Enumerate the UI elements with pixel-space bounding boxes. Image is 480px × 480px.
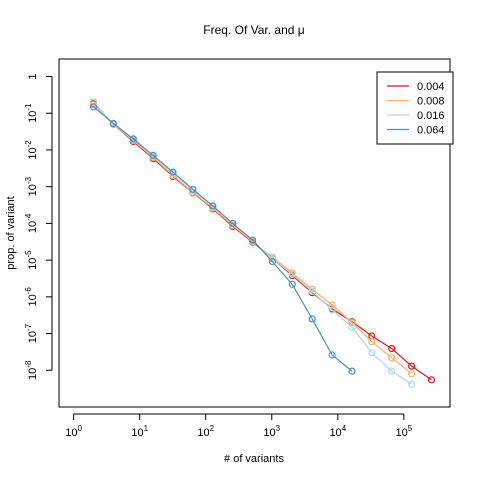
y-tick-label-base: 1: [27, 73, 39, 79]
y-tick-label-base: 10: [27, 331, 39, 343]
y-tick-label: 10-2: [24, 140, 39, 160]
y-tick-label-base: 10: [27, 294, 39, 306]
data-point: [288, 280, 296, 288]
y-axis-title: prop. of variant: [5, 196, 17, 269]
data-point: [129, 135, 137, 143]
x-tick-label-base: 10: [131, 427, 143, 439]
y-tick-label-exponent: -8: [24, 360, 33, 368]
y-tick-label: 10-4: [24, 213, 39, 233]
data-point: [229, 219, 237, 227]
data-point: [368, 338, 376, 346]
data-point: [328, 306, 336, 314]
data-point: [209, 202, 217, 210]
series-line: [93, 101, 412, 375]
data-point: [328, 301, 336, 309]
legend-box: [376, 71, 454, 145]
y-tick-label: 10-1: [24, 103, 39, 123]
data-point: [249, 236, 257, 244]
x-axis-title: # of variants: [224, 453, 284, 465]
y-tick-label-base: 10: [27, 258, 39, 270]
x-tick-label-base: 10: [329, 427, 341, 439]
y-tick-label-exponent: -1: [24, 103, 33, 111]
y-tick-label: 10-5: [24, 250, 39, 270]
x-tick-label: 104: [329, 424, 346, 439]
y-axis: 110-110-210-310-410-510-610-710-8: [24, 73, 53, 380]
x-tick-label-base: 10: [395, 427, 407, 439]
x-tick-label: 105: [395, 424, 412, 439]
series-0-064: [89, 103, 356, 375]
y-tick-label-exponent: -4: [24, 213, 33, 221]
data-point: [308, 315, 316, 323]
legend-label: 0.008: [417, 96, 445, 108]
data-point: [149, 151, 157, 159]
x-tick-label: 101: [131, 424, 148, 439]
series-line: [93, 106, 353, 372]
y-tick-label: 10-7: [24, 323, 39, 343]
data-point: [328, 351, 336, 359]
data-point: [89, 101, 98, 109]
data-point: [109, 119, 118, 128]
data-point: [388, 354, 396, 362]
data-point: [308, 287, 316, 296]
y-tick-label-exponent: -5: [24, 250, 33, 258]
y-tick-label-exponent: -3: [24, 176, 33, 184]
x-tick-label-exponent: 0: [78, 424, 83, 433]
legend-label: 0.064: [417, 125, 445, 137]
x-tick-label-exponent: 4: [342, 424, 347, 433]
y-tick-label-base: 10: [27, 221, 39, 233]
y-tick-label: 10-3: [24, 176, 39, 196]
y-tick-label-exponent: -2: [24, 140, 33, 148]
y-tick-label-exponent: -6: [24, 287, 33, 295]
x-tick-label-base: 10: [263, 427, 275, 439]
data-point: [388, 345, 396, 353]
y-tick-label: 10-8: [24, 360, 39, 380]
legend-label: 0.016: [417, 110, 445, 122]
data-point: [408, 362, 416, 370]
data-point: [368, 349, 376, 357]
data-point: [189, 185, 197, 193]
x-tick-label: 103: [263, 424, 280, 439]
data-point: [427, 376, 436, 384]
y-tick-label-base: 10: [27, 368, 39, 380]
x-tick-label-exponent: 5: [408, 424, 413, 433]
x-tick-label-exponent: 2: [210, 424, 215, 433]
data-point: [348, 323, 356, 331]
plot-frame: [58, 58, 451, 408]
data-point: [348, 367, 356, 375]
series-layer: [89, 98, 436, 388]
y-tick-label-base: 10: [27, 111, 39, 123]
y-tick-label-base: 10: [27, 147, 39, 159]
x-tick-label-exponent: 1: [144, 424, 149, 433]
data-point: [268, 258, 276, 266]
y-tick-label: 1: [27, 73, 39, 79]
legend-label: 0.004: [417, 81, 445, 93]
data-point: [169, 168, 177, 176]
x-tick-label: 100: [65, 424, 82, 439]
x-tick-label: 102: [197, 424, 214, 439]
data-point: [288, 270, 296, 278]
data-point: [408, 380, 416, 388]
chart-title: Freq. Of Var. and μ: [203, 23, 304, 37]
x-tick-label-base: 10: [197, 427, 209, 439]
legend: 0.004 0.008 0.016 0.064: [376, 71, 454, 145]
data-point: [89, 103, 98, 111]
data-point: [348, 318, 356, 327]
data-point: [388, 367, 396, 375]
y-tick-label: 10-6: [24, 287, 39, 307]
x-tick-label-base: 10: [65, 427, 77, 439]
y-tick-label-base: 10: [27, 184, 39, 196]
y-tick-label-exponent: -7: [24, 323, 33, 331]
data-point: [408, 370, 416, 378]
x-axis: 100 101 102 103 104 105: [65, 413, 413, 439]
x-tick-label-exponent: 3: [276, 424, 281, 433]
